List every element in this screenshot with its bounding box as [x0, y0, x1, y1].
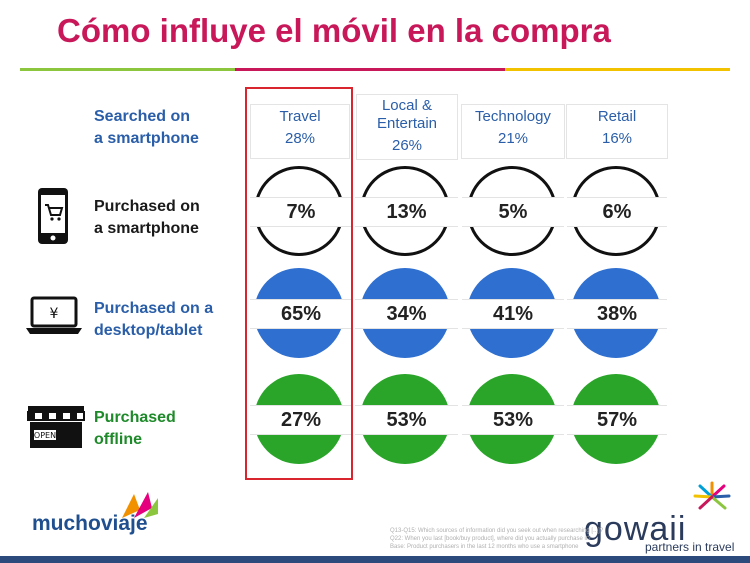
header-retail: Retail 16% [566, 104, 668, 159]
muchoviaje-logo-icon [120, 490, 160, 525]
header-technology: Technology 21% [461, 104, 565, 159]
value-retail-desktop: 38% [567, 299, 667, 329]
value-technology-smartphone: 5% [462, 197, 564, 227]
bottom-bar [0, 556, 750, 563]
value-technology-desktop: 41% [462, 299, 564, 329]
row-label-offline: Purchased offline [94, 409, 176, 448]
divider-red [235, 68, 505, 71]
divider-yellow [505, 68, 730, 71]
value-local-offline: 53% [355, 405, 458, 435]
header-travel: Travel 28% [250, 104, 350, 159]
gowaii-logo-icon [692, 480, 732, 519]
row-label-desktop: Purchased on a desktop/tablet [94, 300, 214, 339]
muchoviaje-logo: muchoviaje [32, 512, 148, 535]
row-label-smartphone: Purchased on a smartphone [94, 198, 200, 237]
value-retail-smartphone: 6% [567, 197, 667, 227]
travel-highlight-box [245, 87, 353, 480]
smartphone-cart-icon [37, 187, 69, 250]
svg-text:¥: ¥ [50, 306, 59, 322]
footnote: Q13-Q15: Which sources of information di… [390, 528, 604, 550]
gowaii-logo: gowaii [584, 510, 687, 548]
row-label-searched: Searched on a smartphone [94, 108, 199, 147]
gowaii-tagline: partners in travel [645, 540, 735, 554]
value-local-desktop: 34% [355, 299, 458, 329]
storefront-open-icon: OPEN [26, 404, 86, 455]
value-retail-offline: 57% [567, 405, 667, 435]
value-travel-offline: 27% [250, 405, 352, 435]
header-local-entertain: Local & Entertain 26% [356, 94, 458, 160]
open-sign: OPEN [34, 431, 56, 440]
divider-green [20, 68, 235, 71]
value-travel-smartphone: 7% [250, 197, 352, 227]
page-title: Cómo influye el móvil en la compra [57, 12, 611, 49]
laptop-yen-icon: ¥ [24, 296, 84, 341]
value-technology-offline: 53% [462, 405, 564, 435]
value-local-smartphone: 13% [355, 197, 458, 227]
value-travel-desktop: 65% [250, 299, 352, 329]
